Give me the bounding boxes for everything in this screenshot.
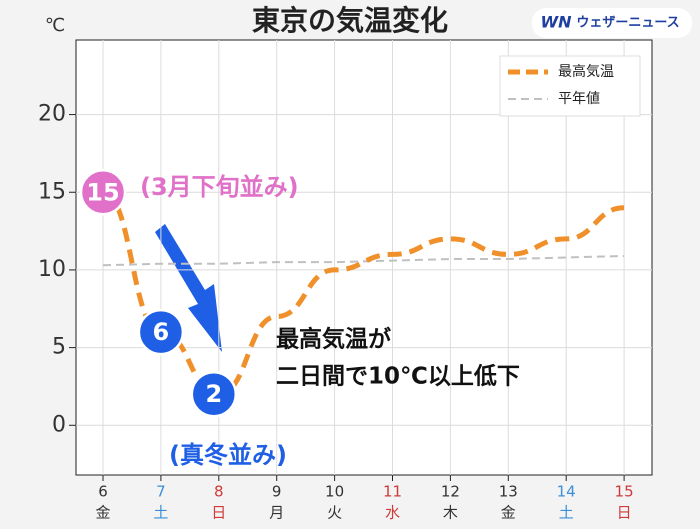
annotation: (真冬並み)	[169, 441, 287, 469]
arrow	[155, 224, 222, 352]
brand-box	[532, 8, 692, 38]
chart-title: 東京の気温変化	[252, 4, 448, 37]
value-bubble	[79, 169, 127, 216]
y-tick-label: 5	[52, 335, 66, 360]
weekday-label: 水	[385, 504, 400, 522]
x-tick-label: 6	[98, 483, 108, 501]
y-tick-label: 20	[38, 102, 66, 127]
value-label: 15	[86, 178, 119, 206]
weekday-label: 日	[617, 504, 632, 522]
x-tick-label: 15	[615, 483, 634, 501]
annotation: 最高気温が	[276, 326, 391, 353]
weekday-label: 月	[269, 504, 284, 522]
annotation: 二日間で10℃以上低下	[276, 364, 520, 390]
y-tick-label: 15	[38, 179, 66, 204]
brand-logo: WN	[540, 13, 572, 32]
x-tick-label: 13	[499, 483, 518, 501]
unit-label: ℃	[45, 15, 65, 36]
legend-label: 平年値	[558, 91, 600, 107]
weekday-label: 日	[211, 504, 226, 522]
legend-box	[499, 55, 641, 117]
value-label: 2	[205, 380, 222, 408]
weekday-label: 火	[327, 504, 342, 522]
x-tick-label: 11	[383, 483, 402, 501]
y-tick-label: 10	[38, 257, 66, 282]
x-tick-label: 7	[156, 483, 166, 501]
weekday-label: 金	[501, 504, 516, 522]
x-tick-label: 14	[557, 483, 576, 501]
x-tick-label: 9	[272, 483, 282, 501]
normal-line	[102, 254, 625, 267]
x-tick-label: 12	[441, 483, 460, 501]
x-tick-label: 10	[325, 483, 344, 501]
weekday-label: 木	[443, 504, 458, 522]
weekday-label: 金	[95, 504, 110, 522]
value-bubble	[190, 370, 238, 418]
annotation: (3月下旬並み)	[140, 173, 299, 201]
x-tick-label: 8	[214, 483, 224, 501]
y-tick-label: 0	[52, 412, 66, 437]
brand-name: ウェザーニュース	[576, 16, 679, 31]
weekday-label: 土	[153, 504, 168, 522]
weekday-label: 土	[559, 504, 574, 522]
value-label: 6	[153, 318, 170, 346]
legend-label: 最高気温	[558, 63, 614, 80]
value-bubble	[137, 308, 185, 356]
